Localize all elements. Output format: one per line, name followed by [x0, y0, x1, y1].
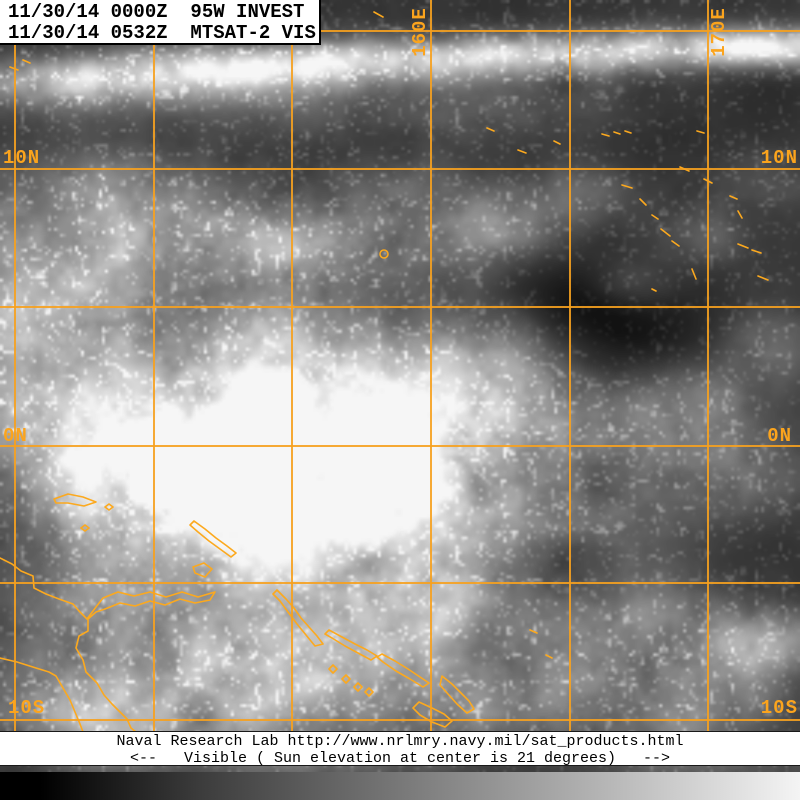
product-info-box: 11/30/14 0000Z 95W INVEST 11/30/14 0532Z … — [0, 0, 321, 45]
lon-gridline-145e — [14, 0, 16, 731]
footer-channel-line: <-- Visible ( Sun elevation at center is… — [129, 750, 671, 767]
footer-credit-line: Naval Research Lab http://www.nrlmry.nav… — [116, 733, 684, 750]
lon-gridline-155e — [291, 0, 293, 731]
footer-credit-bar: Naval Research Lab http://www.nrlmry.nav… — [0, 731, 800, 767]
coastline-new-guinea-south — [0, 657, 84, 733]
lat-label-0n-left: 0N — [3, 425, 28, 447]
lat-gridline-5s — [0, 582, 800, 584]
lat-gridline-15n — [0, 30, 800, 32]
info-line-datetime-invest: 11/30/14 0000Z 95W INVEST — [8, 1, 305, 23]
lat-label-10n-right: 10N — [760, 147, 798, 169]
lat-gridline-10s — [0, 719, 800, 721]
coastline-new-guinea — [0, 557, 216, 733]
lat-label-10s-right: 10S — [760, 697, 798, 719]
lat-label-10s-left: 10S — [8, 697, 46, 719]
lat-label-10n-left: 10N — [3, 147, 41, 169]
info-line-datetime-sensor: 11/30/14 0532Z MTSAT-2 VIS — [8, 22, 316, 44]
lon-label-160e: 160E — [408, 7, 431, 57]
lon-gridline-170e — [707, 0, 709, 731]
lat-gridline-5n — [0, 306, 800, 308]
coastline-islands — [53, 493, 475, 728]
lon-gridline-160e — [430, 0, 432, 731]
lon-gridline-150e — [153, 0, 155, 731]
lat-gridline-10n — [0, 168, 800, 170]
grayscale-calibration-bar — [0, 772, 800, 800]
atoll-outlines — [9, 11, 769, 659]
lat-gridline-0n — [0, 445, 800, 447]
lon-gridline-165e — [569, 0, 571, 731]
lon-label-170e: 170E — [707, 7, 730, 57]
lat-label-0n-right: 0N — [767, 425, 792, 447]
